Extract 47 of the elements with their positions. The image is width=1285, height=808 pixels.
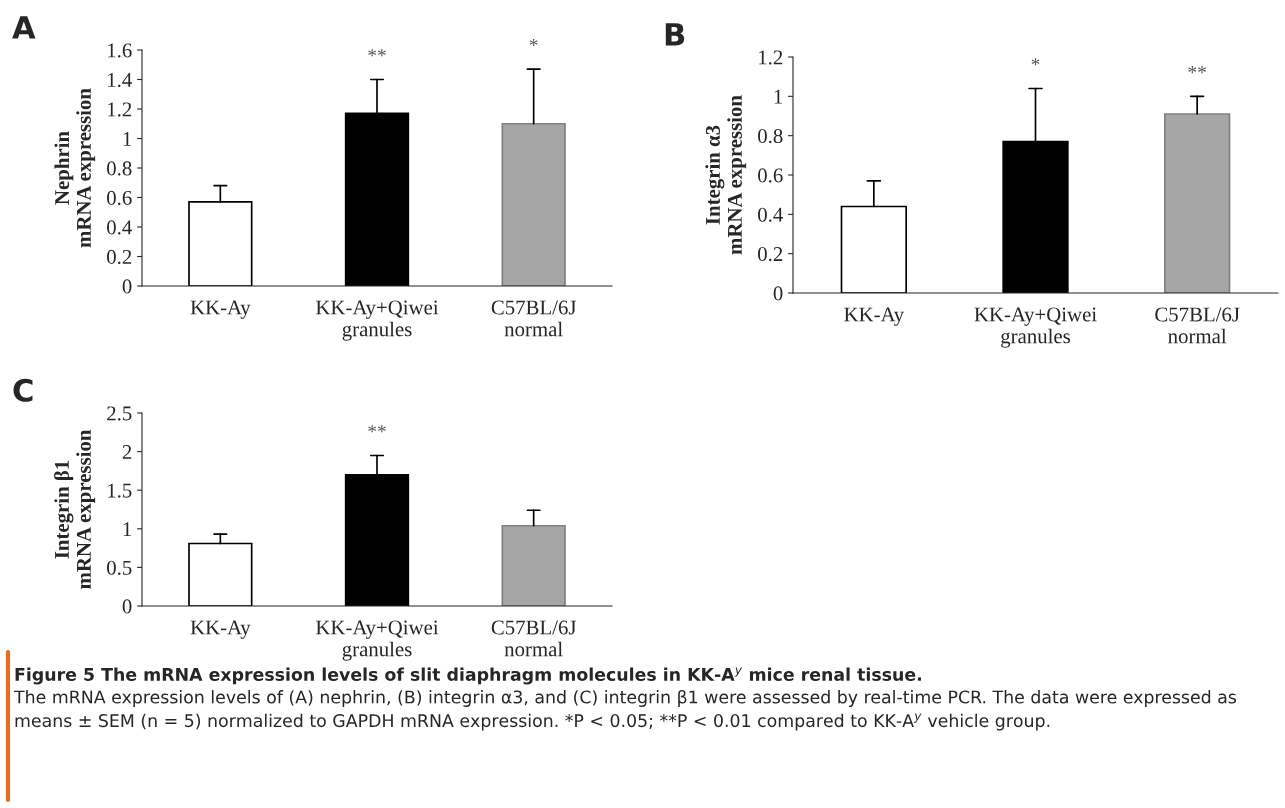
x-tick-label: KK-Ay — [844, 307, 905, 326]
y-tick-label: 0 — [773, 286, 783, 301]
y-tick-label: 0.8 — [107, 161, 132, 176]
y-tick-label: 2 — [122, 445, 132, 459]
y-tick-label: 0.2 — [758, 247, 783, 262]
y-tick-label: 1.5 — [108, 483, 132, 498]
y-tick-label: 0.2 — [107, 249, 132, 265]
y-tick-label: 1 — [774, 89, 783, 104]
x-tick-label: KK-Ay+Qiwei granules — [974, 307, 1097, 348]
bar — [1163, 113, 1231, 293]
chart-title: B — [665, 23, 685, 46]
y-tick-label: 1 — [123, 131, 132, 146]
annotation: * — [1031, 58, 1040, 66]
y-axis-title: Integrin β1 mRNA expression — [54, 429, 96, 589]
annotation: * — [529, 38, 538, 47]
y-tick-label: 1.4 — [108, 72, 132, 88]
x-tick-label: KK-Ay — [190, 620, 251, 639]
y-tick-label: 0.4 — [758, 207, 783, 222]
y-axis-title: Integrin α3 mRNA expression — [705, 95, 747, 255]
y-tick-label: 0 — [122, 599, 132, 614]
annotation: ** — [368, 49, 386, 57]
x-tick-label: KK-Ay — [190, 300, 251, 319]
x-tick-label: KK-Ay+Qiwei granules — [315, 620, 439, 661]
annotation: ** — [368, 425, 386, 433]
y-tick-label: 1.2 — [759, 50, 783, 65]
y-tick-label: 1.2 — [108, 102, 132, 117]
y-tick-label: 2.5 — [107, 406, 132, 421]
y-tick-label: 0.4 — [107, 220, 132, 235]
x-tick-label: C57BL/6J normal — [1155, 307, 1240, 344]
y-tick-label: 0 — [122, 279, 132, 294]
x-tick-label: KK-Ay+Qiwei granules — [315, 300, 439, 341]
y-axis-title: Nephrin mRNA expression — [54, 88, 96, 248]
y-tick-label: 1 — [123, 522, 132, 537]
y-tick-label: 1.6 — [108, 43, 132, 58]
bar — [501, 524, 566, 606]
y-tick-label: 0.8 — [758, 129, 783, 144]
annotation: ** — [1188, 66, 1206, 74]
chart-title: C — [13, 378, 33, 402]
y-tick-label: 0.5 — [107, 560, 132, 575]
x-tick-label: C57BL/6J normal — [491, 300, 577, 337]
caption: Figure 5 The mRNA expression levels of slit diaphragm molecules in KK-A$^{y}$ mice renal tissue. — [15, 667, 921, 685]
y-tick-label: 0.6 — [107, 190, 132, 206]
bar — [501, 122, 566, 286]
text: The mRNA expression levels of (A) nephrin, (B) integrin α3, and (C) integrin β1 were assessed by real-time PCR. The data were expressed as means ± SEM (n = 5) normalized to GAPDH mRNA expression. *P < 0.05; **P < 0.01 compared to KK-A$^{y}$ vehicle group. — [13, 690, 1237, 731]
x-tick-label: C57BL/6J normal — [491, 620, 577, 657]
chart-title: A — [12, 16, 36, 39]
y-tick-label: 0.6 — [758, 168, 783, 183]
